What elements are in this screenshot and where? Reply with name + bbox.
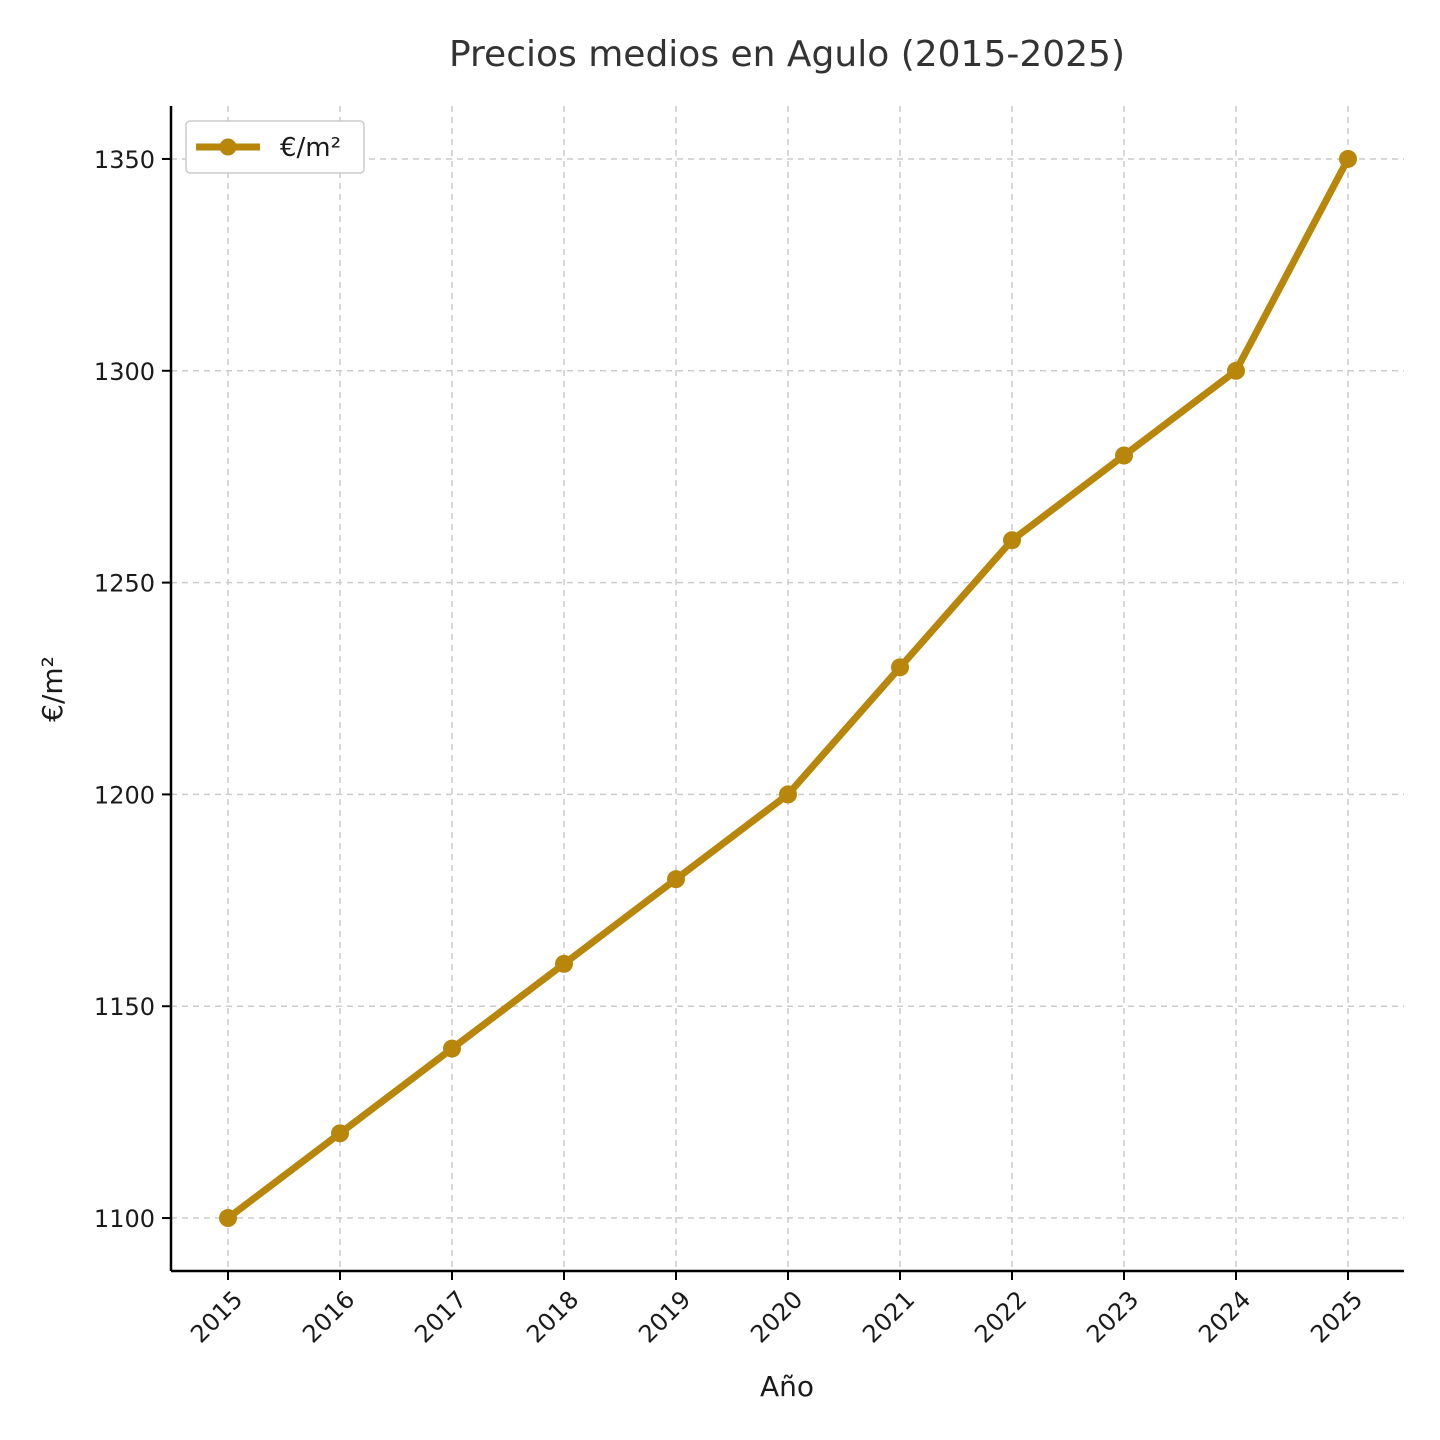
x-tick-label: 2024: [1193, 1285, 1256, 1348]
y-tick-label: 1300: [94, 358, 155, 386]
x-tick-label: 2019: [633, 1285, 696, 1348]
data-point: [1115, 446, 1133, 465]
data-point: [443, 1039, 461, 1058]
x-tick-label: 2021: [857, 1285, 920, 1348]
legend-box: [185, 120, 365, 174]
legend-label: €/m²: [280, 133, 341, 163]
data-point: [1003, 531, 1021, 550]
x-axis-label: Año: [760, 1370, 814, 1403]
y-tick-label: 1100: [94, 1205, 155, 1233]
data-point: [219, 1209, 237, 1228]
x-tick-label: 2016: [297, 1285, 360, 1348]
y-tick-label: 1250: [94, 570, 155, 598]
y-tick-label: 1350: [94, 146, 155, 174]
grid: [171, 106, 1404, 1271]
x-tick-label: 2017: [409, 1285, 472, 1348]
y-tick-label: 1150: [94, 993, 155, 1021]
x-tick-label: 2022: [969, 1285, 1032, 1348]
legend: €/m²: [185, 120, 365, 174]
x-tick-label: 2015: [185, 1285, 248, 1348]
y-axis-label: €/m²: [36, 656, 69, 722]
ticks: 2015 2016 2017 2018 2019 2020 2021 2022 2023 2024…: [94, 146, 1368, 1348]
data-point: [891, 658, 909, 677]
legend-marker-swatch: [219, 138, 237, 156]
x-tick-label: 2025: [1305, 1285, 1368, 1348]
y-tick-label: 1200: [94, 781, 155, 809]
chart-title: Precios medios en Agulo (2015-2025): [449, 34, 1125, 75]
data-point: [1339, 149, 1357, 168]
data-point: [331, 1124, 349, 1143]
data-point: [667, 870, 685, 889]
x-tick-label: 2020: [745, 1285, 808, 1348]
data-point: [1227, 361, 1245, 380]
data-point: [779, 785, 797, 804]
x-tick-label: 2018: [521, 1285, 584, 1348]
x-tick-label: 2023: [1081, 1285, 1144, 1348]
series: [219, 149, 1357, 1228]
data-point: [555, 954, 573, 973]
